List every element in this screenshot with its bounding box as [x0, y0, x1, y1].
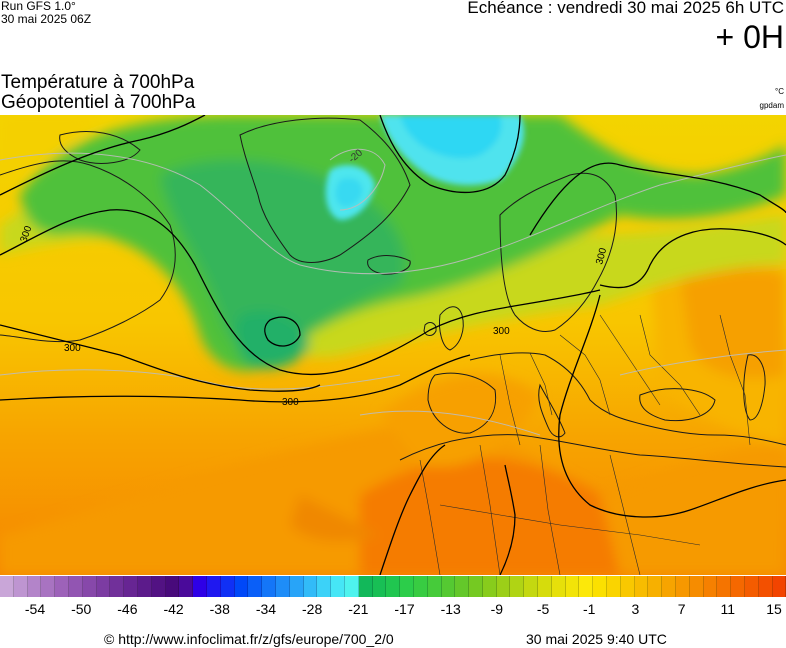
colorbar-swatch — [82, 576, 97, 597]
colorbar-tick-label: -34 — [255, 601, 277, 617]
colorbar-swatch — [620, 576, 635, 597]
colorbar-swatch — [124, 576, 138, 597]
colorbar-swatch — [510, 576, 525, 597]
colorbar-swatch — [593, 576, 608, 597]
colorbar-swatch — [358, 576, 373, 597]
contour-label: 300 — [64, 343, 81, 354]
colorbar-swatch — [703, 576, 718, 597]
run-date-label: 30 mai 2025 06Z — [1, 12, 92, 26]
colorbar-swatch — [496, 576, 511, 597]
colorbar-tick-label: -42 — [163, 601, 184, 617]
colorbar-swatch — [303, 576, 318, 597]
colorbar-tick-label: -21 — [348, 601, 369, 617]
colorbar-swatch — [344, 576, 359, 597]
colorbar-swatch — [27, 576, 42, 597]
colorbar-swatch — [317, 576, 332, 597]
country-borders — [419, 314, 751, 575]
colorbar-swatch — [662, 576, 677, 597]
colorbar-tick-label: 7 — [677, 601, 686, 617]
contour-label: 300 — [493, 326, 510, 337]
colorbar-swatch — [607, 576, 621, 597]
colorbar-swatch — [441, 576, 456, 597]
cold-pool — [325, 115, 524, 220]
colorbar-swatch — [427, 576, 442, 597]
map-title-geopotential: Géopotentiel à 700hPa — [1, 92, 196, 113]
colorbar-swatch — [689, 576, 704, 597]
colorbar-swatch — [386, 576, 401, 597]
geopotential-unit-label: gpdam — [759, 101, 784, 110]
colorbar-tick-label: -13 — [440, 601, 461, 617]
coastlines — [0, 117, 786, 468]
colorbar-swatch — [96, 576, 111, 597]
temperature-colorbar — [0, 576, 786, 597]
colorbar-swatch — [482, 576, 497, 597]
colorbar-tick-label: -50 — [71, 601, 92, 617]
colorbar-swatch — [731, 576, 746, 597]
colorbar-swatch — [634, 576, 649, 597]
colorbar-swatch — [275, 576, 290, 597]
weather-map-svg: 300 300 300 300 300 -20 — [0, 115, 786, 575]
colorbar-tick-label: 3 — [631, 601, 640, 617]
colorbar-tick-label: 11 — [720, 601, 736, 617]
colorbar-swatch — [331, 576, 345, 597]
colorbar-swatch — [758, 576, 773, 597]
run-model-label: Run GFS 1.0° — [1, 0, 76, 13]
temperature-unit-label: °C — [775, 87, 784, 96]
colorbar-swatch — [717, 576, 732, 597]
colorbar-swatch — [400, 576, 414, 597]
colorbar-swatch — [524, 576, 539, 597]
colorbar-swatch — [745, 576, 759, 597]
colorbar-swatch — [220, 576, 235, 597]
colorbar-swatch — [206, 576, 221, 597]
colorbar-swatch — [372, 576, 387, 597]
colorbar-swatch — [676, 576, 690, 597]
colorbar-swatch — [262, 576, 276, 597]
colorbar-swatch — [55, 576, 69, 597]
colorbar-swatch — [110, 576, 125, 597]
colorbar-swatch — [165, 576, 180, 597]
colorbar-swatch — [565, 576, 580, 597]
colorbar-tick-label: -1 — [583, 601, 596, 617]
colorbar-swatch — [179, 576, 194, 597]
colorbar-swatch — [137, 576, 152, 597]
contour-label: 300 — [282, 397, 299, 408]
contour-label: 300 — [594, 246, 609, 265]
colorbar-swatch — [193, 576, 207, 597]
colorbar-swatch — [248, 576, 263, 597]
colorbar-swatch — [551, 576, 566, 597]
colorbar-tick-label: -38 — [209, 601, 230, 617]
footer-timestamp: 30 mai 2025 9:40 UTC — [526, 631, 667, 647]
colorbar-tick-label: -17 — [394, 601, 415, 617]
colorbar-tick-label: -46 — [117, 601, 138, 617]
colorbar-swatch — [538, 576, 552, 597]
isotherm-lines — [0, 148, 786, 436]
footer-credit: © http://www.infoclimat.fr/z/gfs/europe/… — [104, 631, 394, 647]
map-title-temperature: Température à 700hPa — [1, 72, 195, 93]
geopotential-contours — [0, 115, 786, 575]
colorbar-swatch — [13, 576, 28, 597]
colorbar-tick-label: -54 — [24, 601, 46, 617]
colorbar-tick-label: -9 — [490, 601, 504, 617]
colorbar-swatch — [455, 576, 470, 597]
colorbar-tick-labels: -54 -50 -46 -42 -38 -34 -28 -21 -17 -13 -9 -5 -1 3 7 11… — [0, 600, 786, 618]
colorbar-swatch — [234, 576, 249, 597]
colorbar-swatch — [413, 576, 428, 597]
colorbar-swatch — [648, 576, 663, 597]
colorbar-swatch — [41, 576, 56, 597]
colorbar-swatch — [0, 576, 14, 597]
colorbar-swatch — [151, 576, 166, 597]
colorbar-swatch — [772, 576, 786, 597]
colorbar-tick-label: -28 — [302, 601, 323, 617]
colorbar-tick-label: 15 — [766, 601, 782, 617]
colorbar-tick-label: -5 — [536, 601, 550, 617]
colorbar-swatch — [289, 576, 304, 597]
colorbar-swatch — [579, 576, 594, 597]
forecast-validity-label: Echéance : vendredi 30 mai 2025 6h UTC — [467, 0, 784, 17]
colorbar-swatch — [469, 576, 483, 597]
weather-map: 300 300 300 300 300 -20 — [0, 115, 786, 575]
lead-time-label: + 0H — [715, 19, 784, 55]
temperature-field-shading — [0, 115, 786, 575]
colorbar-swatch — [68, 576, 83, 597]
